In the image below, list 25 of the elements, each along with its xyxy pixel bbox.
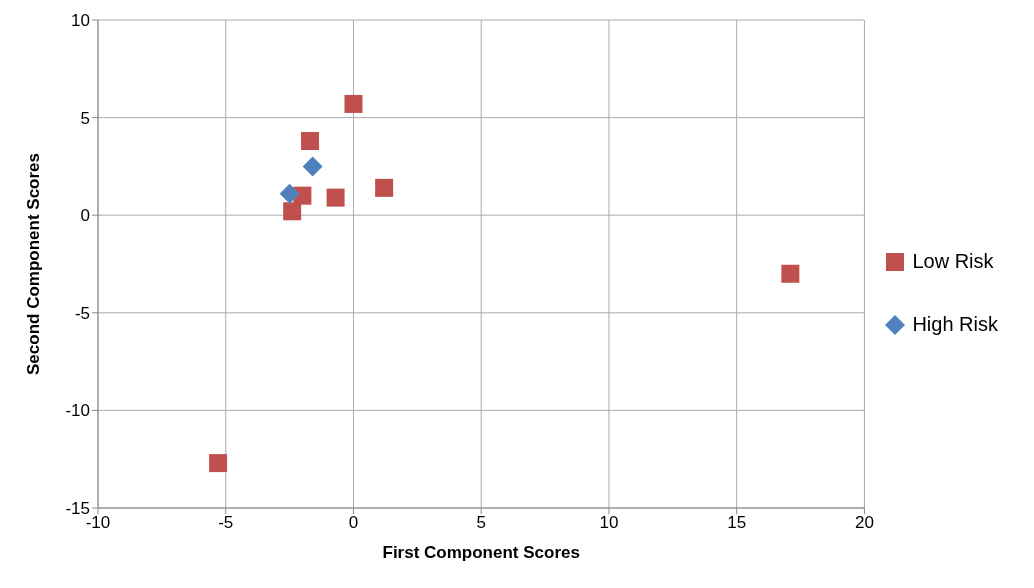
- point: [302, 156, 323, 177]
- y-tick-label: -5: [74, 303, 90, 323]
- y-tick-label: -15: [65, 499, 90, 519]
- x-tick-label: 5: [476, 513, 486, 533]
- point: [283, 202, 302, 221]
- x-tick-label: -5: [218, 513, 234, 533]
- point: [344, 94, 363, 113]
- legend-label: Low Risk: [912, 250, 994, 273]
- point: [279, 183, 300, 204]
- x-tick-label: 15: [727, 513, 747, 533]
- y-tick-label: -10: [65, 401, 90, 421]
- x-tick-label: 10: [599, 513, 619, 533]
- y-tick-label: 10: [71, 11, 90, 31]
- point: [326, 188, 345, 207]
- x-tick-label: 20: [854, 513, 874, 533]
- point: [209, 454, 228, 473]
- y-axis-title: Second Component Scores: [24, 153, 44, 375]
- x-axis-title: First Component Scores: [382, 543, 580, 562]
- y-tick-label: 5: [80, 108, 90, 128]
- y-tick-label: 0: [80, 206, 90, 226]
- point: [301, 132, 320, 151]
- legend-label: High Risk: [912, 313, 998, 336]
- point: [375, 178, 394, 197]
- x-tick-label: 0: [348, 513, 359, 533]
- point: [781, 264, 800, 283]
